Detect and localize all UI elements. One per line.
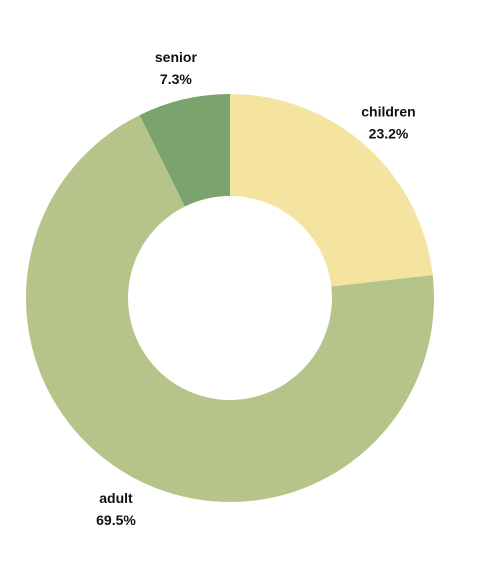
slice-category-label: children [361, 103, 415, 119]
slice-category-label: senior [155, 49, 198, 65]
slice-labels: children 23.2% adult 69.5% senior 7.3% [96, 49, 416, 528]
slice-percent-label: 7.3% [160, 71, 192, 87]
donut-slices [26, 93, 435, 502]
slice-percent-label: 23.2% [369, 125, 409, 141]
slice-label-adult: adult 69.5% [96, 490, 136, 528]
slice-percent-label: 69.5% [96, 512, 136, 528]
slice-children [230, 93, 433, 287]
slice-label-senior: senior 7.3% [155, 49, 198, 87]
slice-adult [26, 115, 435, 502]
slice-category-label: adult [99, 490, 133, 506]
slice-label-children: children 23.2% [361, 103, 415, 141]
slice-senior [139, 94, 230, 207]
